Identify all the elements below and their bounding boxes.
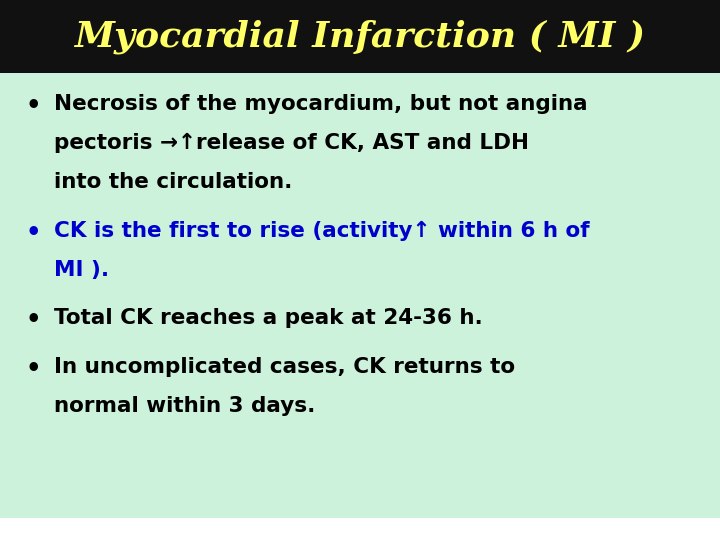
Bar (0, 73, 720, 518)
Text: into the circulation.: into the circulation. (54, 172, 292, 192)
Text: •: • (25, 308, 41, 332)
Text: In uncomplicated cases, CK returns to: In uncomplicated cases, CK returns to (54, 357, 515, 377)
Text: CK is the first to rise (activity↑ within 6 h of: CK is the first to rise (activity↑ withi… (54, 221, 590, 241)
Text: MI ).: MI ). (54, 260, 109, 280)
Text: •: • (25, 94, 41, 118)
Text: Myocardial Infarction ( MI ): Myocardial Infarction ( MI ) (74, 19, 646, 54)
Text: •: • (25, 221, 41, 245)
Text: Total CK reaches a peak at 24-36 h.: Total CK reaches a peak at 24-36 h. (54, 308, 482, 328)
Text: Necrosis of the myocardium, but not angina: Necrosis of the myocardium, but not angi… (54, 94, 588, 114)
Bar (0, 0, 720, 73)
Text: normal within 3 days.: normal within 3 days. (54, 396, 315, 416)
Text: •: • (25, 357, 41, 381)
Text: pectoris →↑release of CK, AST and LDH: pectoris →↑release of CK, AST and LDH (54, 133, 529, 153)
